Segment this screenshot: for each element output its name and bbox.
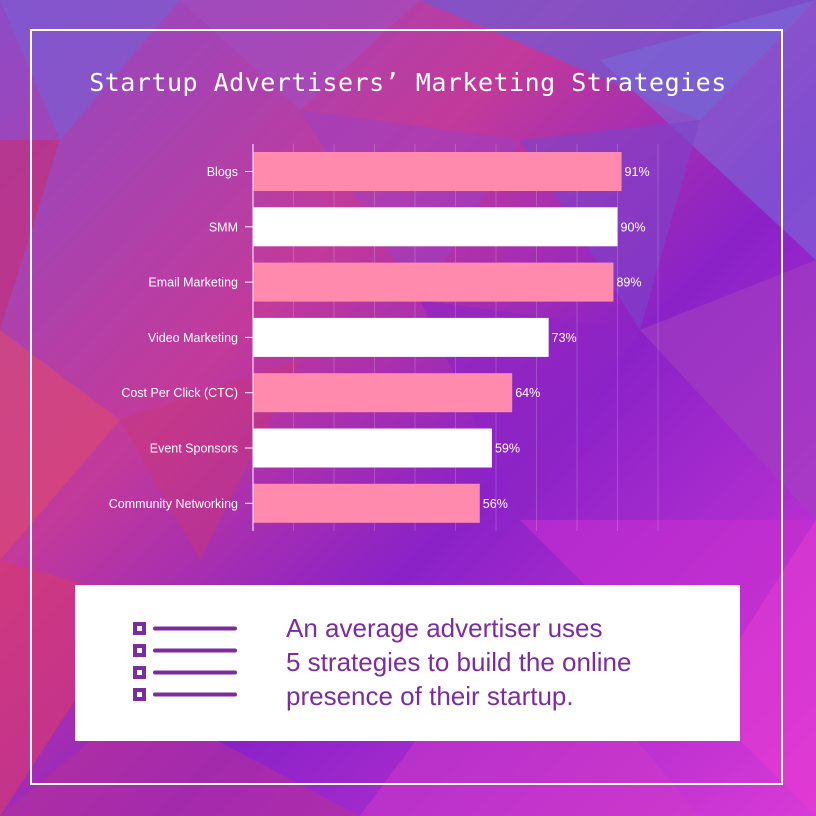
category-label: Event Sponsors <box>150 442 238 456</box>
bar <box>253 317 549 357</box>
chart-title: Startup Advertisers’ Marketing Strategie… <box>89 68 727 97</box>
info-line: 5 strategies to build the online <box>286 647 632 677</box>
category-label: Cost Per Click (CTC) <box>121 386 238 400</box>
value-label: 91% <box>625 165 650 179</box>
bar <box>253 373 513 413</box>
category-label: Community Networking <box>109 497 238 511</box>
info-line: presence of their startup. <box>286 681 574 711</box>
value-label: 73% <box>552 331 577 345</box>
category-label: Email Marketing <box>148 276 238 290</box>
white-frame <box>30 29 783 785</box>
value-label: 90% <box>621 220 646 234</box>
bar <box>253 483 480 523</box>
bar <box>253 207 618 247</box>
value-label: 59% <box>495 442 520 456</box>
bar <box>253 262 614 302</box>
value-label: 89% <box>616 276 641 290</box>
checklist-icon <box>133 622 237 701</box>
value-label: 56% <box>483 497 508 511</box>
category-label: Blogs <box>207 165 238 179</box>
info-card: An average advertiser uses 5 strategies … <box>75 585 740 741</box>
info-text: An average advertiser uses 5 strategies … <box>286 611 716 713</box>
category-label: SMM <box>209 220 238 234</box>
value-label: 64% <box>515 386 540 400</box>
bar <box>253 428 492 468</box>
category-label: Video Marketing <box>148 331 238 345</box>
info-line: An average advertiser uses <box>286 613 603 643</box>
bar <box>253 152 622 191</box>
